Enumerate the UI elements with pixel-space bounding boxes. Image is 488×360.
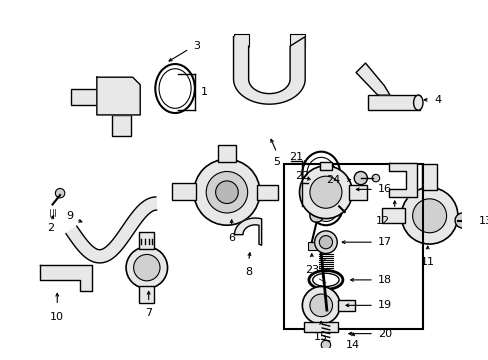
Text: 10: 10 bbox=[50, 312, 64, 322]
Circle shape bbox=[309, 209, 323, 222]
Text: 1: 1 bbox=[200, 87, 207, 97]
Bar bbox=[338, 300, 354, 311]
Polygon shape bbox=[388, 163, 417, 197]
Circle shape bbox=[133, 255, 160, 281]
Text: 11: 11 bbox=[420, 257, 434, 267]
Bar bbox=[139, 232, 154, 249]
Text: 23: 23 bbox=[304, 265, 318, 275]
Circle shape bbox=[319, 235, 332, 249]
Circle shape bbox=[126, 247, 167, 288]
Circle shape bbox=[314, 231, 337, 253]
Polygon shape bbox=[97, 77, 140, 115]
Bar bbox=[289, 34, 305, 47]
Text: 5: 5 bbox=[273, 157, 280, 167]
Bar bbox=[367, 95, 419, 110]
Polygon shape bbox=[234, 218, 261, 245]
Text: 24: 24 bbox=[325, 175, 339, 185]
Circle shape bbox=[194, 159, 260, 225]
Bar bbox=[317, 310, 330, 318]
Bar bbox=[307, 242, 319, 250]
Text: 14: 14 bbox=[346, 340, 360, 350]
Circle shape bbox=[299, 166, 351, 219]
Text: 16: 16 bbox=[377, 184, 391, 194]
Text: 2: 2 bbox=[47, 223, 54, 233]
Bar bbox=[320, 162, 331, 170]
Text: 17: 17 bbox=[377, 237, 391, 247]
Bar bbox=[112, 115, 130, 136]
Text: 6: 6 bbox=[228, 233, 235, 243]
Circle shape bbox=[55, 188, 65, 198]
Circle shape bbox=[454, 213, 469, 228]
Polygon shape bbox=[355, 63, 389, 95]
Circle shape bbox=[321, 340, 330, 350]
Text: 7: 7 bbox=[145, 308, 152, 318]
Text: 21: 21 bbox=[288, 152, 303, 162]
Bar bbox=[217, 145, 236, 162]
Polygon shape bbox=[66, 197, 156, 263]
Bar bbox=[348, 185, 366, 200]
Circle shape bbox=[117, 90, 139, 112]
Bar bbox=[382, 208, 404, 223]
Polygon shape bbox=[40, 265, 92, 291]
Circle shape bbox=[353, 171, 366, 185]
Circle shape bbox=[106, 95, 121, 110]
Text: 3: 3 bbox=[193, 41, 200, 51]
Ellipse shape bbox=[413, 95, 422, 110]
Bar bbox=[257, 185, 277, 200]
Text: 9: 9 bbox=[66, 211, 73, 221]
Text: 18: 18 bbox=[377, 275, 391, 285]
Circle shape bbox=[309, 176, 341, 208]
Text: 4: 4 bbox=[433, 95, 441, 105]
Text: 8: 8 bbox=[244, 267, 252, 277]
Polygon shape bbox=[233, 37, 305, 104]
Bar bbox=[233, 34, 248, 47]
Circle shape bbox=[302, 287, 339, 324]
Circle shape bbox=[206, 171, 247, 213]
Bar bbox=[172, 183, 195, 200]
Circle shape bbox=[215, 181, 238, 203]
Text: 15: 15 bbox=[314, 332, 327, 342]
Bar bbox=[421, 164, 436, 190]
Text: 13: 13 bbox=[478, 216, 488, 225]
Text: 19: 19 bbox=[377, 300, 391, 310]
Bar bbox=[283, 164, 422, 329]
Circle shape bbox=[371, 174, 379, 182]
Bar bbox=[139, 287, 154, 303]
Text: 12: 12 bbox=[375, 216, 389, 226]
Circle shape bbox=[412, 199, 446, 233]
Text: 20: 20 bbox=[377, 329, 391, 339]
Circle shape bbox=[401, 188, 457, 244]
Bar bbox=[304, 322, 338, 332]
Text: 22: 22 bbox=[294, 171, 308, 181]
Circle shape bbox=[309, 294, 332, 317]
Bar bbox=[71, 89, 100, 105]
